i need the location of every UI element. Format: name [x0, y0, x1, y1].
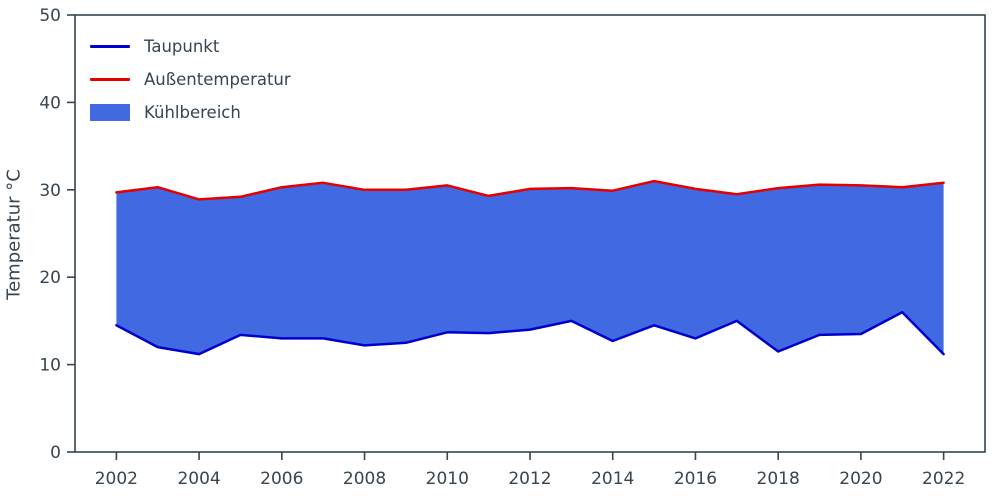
x-tick-label: 2002: [95, 469, 138, 489]
taupunkt-line: [115, 310, 945, 356]
y-tick-label: 50: [39, 6, 61, 26]
y-tick-label: 30: [39, 181, 61, 201]
x-tick-label: 2018: [757, 469, 800, 489]
legend-item-kuehlbereich: Kühlbereich: [90, 102, 291, 123]
x-tick-label: 2004: [177, 469, 220, 489]
legend-label-aussentemperatur: Außentemperatur: [144, 70, 291, 89]
x-tick-label: 2022: [922, 469, 965, 489]
y-tick-label: 20: [39, 268, 61, 288]
chart-legend: Taupunkt Außentemperatur Kühlbereich: [90, 36, 291, 123]
x-tick-label: 2008: [343, 469, 386, 489]
aussentemperatur-line: [115, 179, 945, 201]
x-tick-label: 2006: [260, 469, 303, 489]
x-tick-label: 2014: [591, 469, 634, 489]
legend-label-taupunkt: Taupunkt: [144, 37, 220, 56]
x-tick-label: 2010: [426, 469, 469, 489]
legend-line-taupunkt-icon: [90, 45, 130, 48]
legend-line-aussentemperatur-icon: [90, 78, 130, 81]
x-tick-label: 2016: [674, 469, 717, 489]
legend-item-aussentemperatur: Außentemperatur: [90, 69, 291, 90]
y-tick-label: 10: [39, 356, 61, 376]
legend-label-kuehlbereich: Kühlbereich: [144, 103, 241, 122]
y-tick-label: 0: [50, 443, 61, 463]
x-tick-label: 2012: [508, 469, 551, 489]
y-tick-label: 40: [39, 93, 61, 113]
cooling-area: [116, 181, 944, 355]
legend-patch-kuehlbereich-icon: [90, 104, 130, 121]
legend-item-taupunkt: Taupunkt: [90, 36, 291, 57]
x-tick-label: 2020: [839, 469, 882, 489]
y-axis-label: Temperatur °C: [3, 169, 25, 300]
